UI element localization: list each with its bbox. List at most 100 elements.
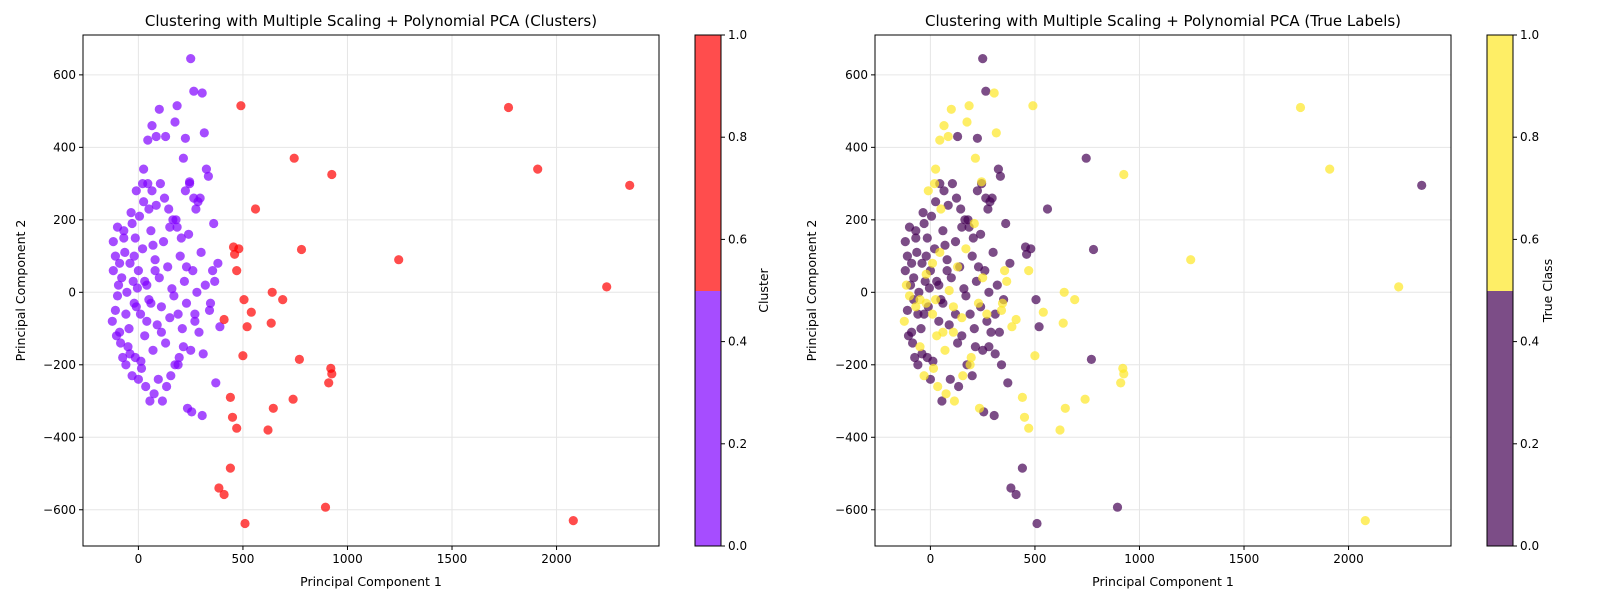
scatter-point bbox=[151, 200, 161, 210]
scatter-point bbox=[984, 287, 994, 297]
scatter-point bbox=[940, 240, 950, 250]
x-axis-label: Principal Component 1 bbox=[300, 574, 442, 589]
colorbar: 0.0 0.2 0.4 0.6 0.8 1.0 True Class bbox=[1486, 28, 1555, 553]
scatter-point bbox=[125, 349, 135, 359]
scatter-point bbox=[949, 396, 960, 406]
scatter-point bbox=[197, 88, 207, 98]
scatter-point bbox=[214, 483, 224, 493]
scatter-point bbox=[154, 104, 164, 114]
scatter-point bbox=[1019, 412, 1030, 422]
scatter-point bbox=[916, 324, 926, 334]
colorbar-tick-label: 0.4 bbox=[728, 335, 747, 349]
scatter-point bbox=[913, 360, 923, 370]
scatter-point bbox=[1119, 369, 1129, 379]
scatter-point bbox=[945, 374, 955, 384]
grid bbox=[83, 35, 659, 546]
scatter-point bbox=[973, 298, 984, 308]
scatter-point bbox=[204, 305, 215, 315]
scatter-point bbox=[122, 287, 132, 297]
scatter-point bbox=[915, 342, 925, 352]
scatter-point bbox=[970, 342, 981, 352]
scatter-point bbox=[961, 291, 971, 301]
scatter-point bbox=[922, 233, 932, 243]
scatter-point bbox=[320, 502, 331, 512]
scatter-point bbox=[931, 197, 941, 207]
colorbar-tick-label: 0.6 bbox=[728, 232, 747, 246]
scatter-point bbox=[112, 291, 123, 301]
scatter-point bbox=[173, 309, 183, 319]
axis-ticks: 0 500 1000 1500 2000 −600 −400 −200 0 200 400 600 bbox=[43, 68, 572, 566]
colorbar-tick-label: 0.0 bbox=[728, 539, 747, 553]
axis-ticks: 0 500 1000 1500 2000 −600 −400 −200 0 200 400 600 bbox=[835, 68, 1364, 566]
scatter-point bbox=[111, 331, 122, 341]
scatter-point bbox=[1070, 295, 1080, 305]
scatter-point bbox=[138, 244, 148, 254]
scatter-point bbox=[185, 177, 195, 187]
scatter-point bbox=[161, 338, 171, 348]
scatter-point bbox=[917, 258, 927, 268]
scatter-point bbox=[163, 262, 173, 272]
scatter-point bbox=[170, 117, 180, 127]
scatter-point bbox=[990, 349, 1000, 359]
scatter-point bbox=[962, 117, 972, 127]
scatter-point bbox=[928, 363, 939, 373]
scatter-point bbox=[201, 164, 211, 174]
scatter-point bbox=[907, 258, 917, 268]
scatter-point bbox=[225, 392, 235, 402]
scatter-point bbox=[940, 345, 950, 355]
scatter-point bbox=[1116, 378, 1126, 388]
scatter-point bbox=[914, 287, 924, 297]
scatter-point bbox=[503, 102, 514, 113]
panel-true-labels: Clustering with Multiple Scaling + Polyn… bbox=[804, 12, 1555, 589]
scatter-point bbox=[920, 276, 930, 286]
scatter-point bbox=[923, 186, 933, 196]
scatter-point bbox=[964, 101, 974, 111]
scatter-point bbox=[118, 352, 128, 363]
scatter-point bbox=[946, 273, 956, 283]
scatter-point bbox=[155, 179, 165, 189]
scatter-point bbox=[959, 284, 969, 294]
scatter-point bbox=[930, 179, 940, 189]
scatter-point bbox=[225, 463, 235, 473]
scatter-point bbox=[933, 381, 943, 392]
scatter-point bbox=[1024, 266, 1034, 276]
scatter-point bbox=[205, 298, 216, 308]
scatter-point bbox=[263, 425, 273, 435]
colorbar-label: Cluster bbox=[756, 267, 771, 312]
scatter-point bbox=[121, 360, 131, 370]
colorbar-tick-label: 0.6 bbox=[1520, 232, 1539, 246]
colorbar-tick-label: 0.2 bbox=[728, 437, 747, 451]
scatter-point bbox=[115, 258, 125, 268]
scatter-point bbox=[246, 307, 256, 317]
scatter-point bbox=[900, 266, 910, 276]
colorbar-tick-label: 0.8 bbox=[728, 130, 747, 144]
colorbar-segment-high bbox=[1487, 35, 1513, 291]
scatter-point bbox=[194, 327, 204, 337]
scatter-point bbox=[981, 86, 991, 96]
scatter-point bbox=[110, 305, 120, 315]
scatter-point bbox=[197, 410, 207, 421]
scatter-point bbox=[127, 218, 137, 229]
scatter-point bbox=[941, 389, 951, 399]
scatter-point bbox=[991, 128, 1001, 138]
scatter-point bbox=[147, 121, 157, 131]
scatter-point bbox=[972, 133, 983, 143]
scatter-point bbox=[934, 316, 944, 326]
y-tick-label: 400 bbox=[845, 140, 868, 154]
y-tick-label: −600 bbox=[43, 503, 76, 517]
scatter-point bbox=[1011, 489, 1021, 500]
scatter-point bbox=[210, 276, 220, 286]
scatter-point bbox=[327, 369, 337, 379]
scatter-point bbox=[1112, 502, 1123, 512]
scatter-point bbox=[232, 266, 242, 276]
scatter-point bbox=[149, 389, 159, 399]
scatter-point bbox=[119, 233, 129, 243]
scatter-point bbox=[943, 131, 953, 142]
scatter-point bbox=[1011, 314, 1021, 325]
scatter-point bbox=[1001, 218, 1011, 229]
x-axis-label: Principal Component 1 bbox=[1092, 574, 1234, 589]
scatter-point bbox=[986, 327, 996, 337]
y-tick-label: 600 bbox=[53, 68, 76, 82]
scatter-point bbox=[219, 314, 229, 325]
scatter-points bbox=[899, 54, 1427, 529]
